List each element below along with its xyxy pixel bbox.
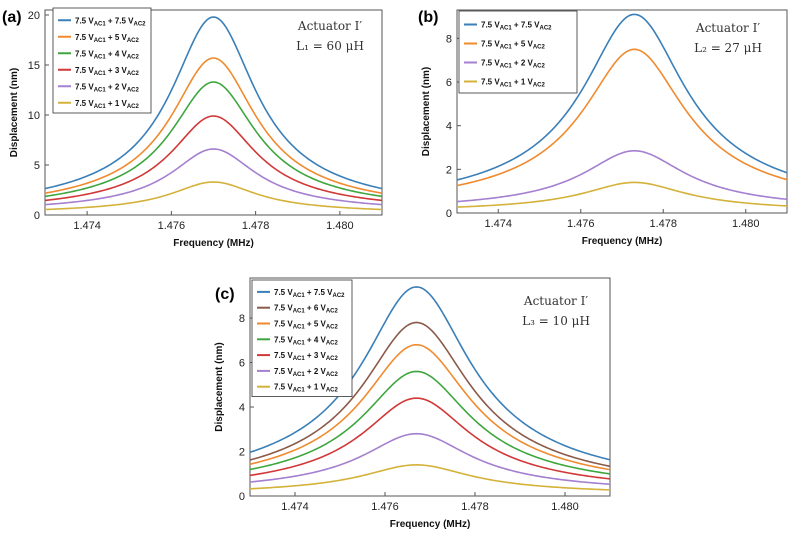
series-line-3	[44, 115, 383, 202]
legend-entry: 7.5 VAC1 + 1 VAC2	[75, 99, 139, 110]
x-tick-label: 1.478	[242, 220, 270, 232]
legend-entry: 7.5 VAC1 + 3 VAC2	[274, 351, 338, 362]
series-line-2	[44, 81, 383, 198]
series-line-5	[44, 181, 383, 211]
y-tick-label: 8	[239, 313, 245, 325]
x-tick-label: 1.474	[281, 501, 309, 513]
x-tick-label: 1.478	[461, 501, 489, 513]
series-line-5	[249, 432, 611, 486]
series-line-1	[44, 57, 383, 194]
x-axis-label: Frequency (MHz)	[390, 519, 471, 530]
legend-box	[52, 7, 152, 114]
chart-panel-0: 1.474 1.476 1.478 1.480 0 5 10 15 20 Frequency (M…	[9, 7, 383, 249]
plot-frame	[249, 277, 611, 497]
x-tick-label: 1.480	[551, 501, 579, 513]
x-tick-label: 1.480	[326, 220, 354, 232]
y-tick-label: 20	[28, 10, 40, 22]
series-line-3	[456, 181, 788, 208]
panel-label: (a)	[2, 9, 22, 26]
legend-entry: 7.5 VAC1 + 2 VAC2	[75, 82, 139, 93]
annotation-param: L₁ = 60 μH	[296, 39, 364, 53]
x-tick-label: 1.474	[484, 218, 512, 230]
plot-frame	[456, 9, 788, 214]
annotation-title: Actuator I′	[695, 21, 760, 35]
y-tick-label: 15	[28, 60, 40, 72]
x-tick-label: 1.478	[649, 218, 677, 230]
legend-entry: 7.5 VAC1 + 5 VAC2	[75, 33, 139, 44]
x-tick-label: 1.476	[371, 501, 399, 513]
annotation-param: L₃ = 10 μH	[522, 314, 590, 328]
legend-entry: 7.5 VAC1 + 1 VAC2	[274, 383, 338, 394]
annotation-param: L₂ = 27 μH	[694, 41, 762, 55]
plot-frame	[44, 9, 383, 216]
y-tick-label: 4	[446, 121, 452, 133]
x-axis-label: Frequency (MHz)	[173, 238, 254, 249]
x-tick-label: 1.474	[73, 220, 101, 232]
y-tick-label: 2	[239, 447, 245, 459]
y-tick-label: 2	[446, 164, 452, 176]
y-tick-label: 8	[446, 33, 452, 45]
x-tick-label: 1.476	[158, 220, 186, 232]
series-line-0	[44, 16, 383, 190]
y-tick-label: 5	[34, 160, 40, 172]
series-line-2	[249, 343, 611, 471]
legend-box	[458, 10, 578, 94]
legend-entry: 7.5 VAC1 + 1 VAC2	[481, 78, 545, 89]
panel-label: (b)	[418, 9, 438, 26]
legend-entry: 7.5 VAC1 + 3 VAC2	[75, 66, 139, 77]
legend-entry: 7.5 VAC1 + 2 VAC2	[481, 59, 545, 70]
legend-entry: 7.5 VAC1 + 6 VAC2	[274, 304, 338, 315]
chart-panel-1: 1.474 1.476 1.478 1.480 0 2 4 6 8 Frequency (MHz)…	[421, 9, 788, 247]
series-line-4	[249, 397, 611, 480]
y-axis-label: Displacement (nm)	[214, 342, 225, 431]
series-line-1	[249, 321, 611, 468]
y-tick-label: 10	[28, 110, 40, 122]
legend-entry: 7.5 VAC1 + 7.5 VAC2	[75, 16, 146, 27]
series-line-6	[249, 464, 611, 491]
legend-entry: 7.5 VAC1 + 4 VAC2	[274, 335, 338, 346]
series-line-1	[456, 48, 788, 187]
y-axis-label: Displacement (nm)	[9, 68, 20, 157]
series-line-4	[44, 148, 383, 206]
series-line-0	[249, 286, 611, 461]
series-line-2	[456, 149, 788, 203]
y-tick-label: 6	[239, 358, 245, 370]
annotation-title: Actuator I′	[297, 19, 362, 33]
x-tick-label: 1.480	[732, 218, 760, 230]
legend-entry: 7.5 VAC1 + 7.5 VAC2	[274, 288, 345, 299]
x-tick-label: 1.476	[567, 218, 595, 230]
y-tick-label: 6	[446, 77, 452, 89]
chart-panel-2: 1.474 1.476 1.478 1.480 0 2 4 6 8 Frequency (MHz)…	[214, 277, 611, 530]
y-tick-label: 4	[239, 402, 245, 414]
annotation-title: Actuator I′	[523, 294, 588, 308]
y-tick-label: 0	[34, 210, 40, 222]
series-line-0	[456, 13, 788, 181]
series-line-3	[249, 370, 611, 475]
panel-label: (c)	[215, 286, 235, 303]
y-tick-label: 0	[446, 208, 452, 220]
legend-entry: 7.5 VAC1 + 5 VAC2	[481, 40, 545, 51]
legend-entry: 7.5 VAC1 + 7.5 VAC2	[481, 21, 552, 32]
x-axis-label: Frequency (MHz)	[582, 236, 663, 247]
legend-entry: 7.5 VAC1 + 4 VAC2	[75, 49, 139, 60]
legend-entry: 7.5 VAC1 + 5 VAC2	[274, 320, 338, 331]
y-axis-label: Displacement (nm)	[421, 67, 432, 156]
legend-entry: 7.5 VAC1 + 2 VAC2	[274, 367, 338, 378]
y-tick-label: 0	[239, 491, 245, 503]
